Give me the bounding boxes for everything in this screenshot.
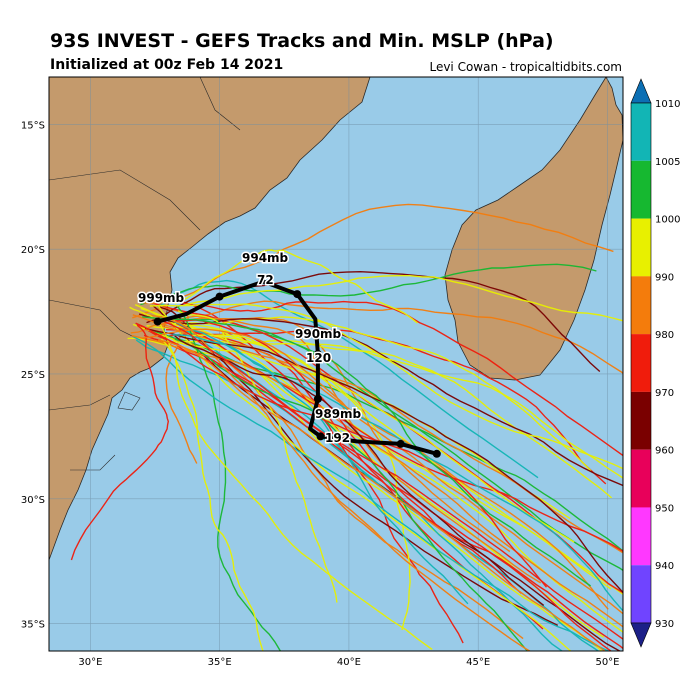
lat-tick-label: 15°S: [21, 120, 45, 131]
ensemble-member-track: [132, 335, 611, 651]
mean-track-point: [313, 394, 322, 403]
madagascar-land: [444, 77, 623, 381]
ensemble-member-track: [171, 316, 592, 472]
ensemble-member-track: [142, 316, 592, 587]
map-subtitle: Initialized at 00z Feb 14 2021: [50, 57, 284, 73]
ensemble-member-track: [175, 322, 623, 553]
ensemble-member-track: [70, 324, 170, 561]
label-start-pressure: 999mb: [138, 291, 185, 305]
lon-tick-label: 30°E: [78, 657, 102, 668]
mean-track-point: [396, 439, 405, 448]
label-72h-pressure: 994mb: [242, 251, 289, 265]
lat-tick-label: 20°S: [21, 245, 45, 256]
colorbar-segment: [631, 391, 651, 450]
colorbar-bottom-extend: [630, 622, 652, 648]
lon-tick-label: 50°E: [595, 657, 619, 668]
pressure-colorbar: [630, 78, 652, 648]
longitude-tick-labels: 30°E 35°E 40°E 45°E 50°E: [78, 657, 619, 668]
colorbar-label: 960: [655, 446, 674, 457]
ensemble-member-track: [141, 328, 623, 615]
ensemble-member-track: [144, 327, 623, 594]
ensemble-member-track: [157, 339, 606, 651]
ensemble-member-track: [131, 334, 623, 628]
ensemble-member-track: [179, 300, 623, 375]
ensemble-member-track: [184, 275, 623, 322]
latitude-tick-labels: 15°S 20°S 25°S 30°S 35°S: [21, 120, 45, 630]
ensemble-member-track: [160, 338, 264, 651]
map-title: 93S INVEST - GEFS Tracks and Min. MSLP (…: [50, 30, 554, 52]
colorbar-label: 950: [655, 503, 674, 514]
ensemble-member-track: [159, 319, 623, 641]
ensemble-member-track: [174, 249, 418, 324]
ensemble-member-track: [142, 203, 614, 304]
colorbar-segment: [631, 276, 651, 335]
colorbar-segment: [631, 449, 651, 508]
ensemble-member-track: [159, 325, 623, 554]
ensemble-member-track: [174, 338, 529, 651]
mean-track-point: [153, 317, 162, 326]
label-72h-hour: 72: [257, 273, 274, 287]
credit-label: Levi Cowan - tropicaltidbits.com: [429, 60, 622, 74]
colorbar-label: 930: [655, 619, 674, 630]
mean-track-point: [293, 290, 302, 299]
ensemble-member-track: [183, 300, 623, 457]
colorbar-label: 1005: [655, 157, 680, 168]
ensemble-member-track: [143, 334, 613, 651]
mean-track-point: [215, 292, 224, 301]
colorbar-segment: [631, 507, 651, 566]
map-frame: [48, 76, 624, 652]
island-inlet: [117, 391, 141, 411]
lat-tick-label: 25°S: [21, 370, 45, 381]
ensemble-member-track: [165, 329, 607, 485]
ensemble-member-track: [129, 306, 433, 651]
colorbar-label: 1010: [655, 99, 680, 110]
colorbar-segment: [631, 160, 651, 219]
colorbar-label: 970: [655, 388, 674, 399]
colorbar-segment: [631, 103, 651, 161]
ensemble-member-track: [132, 323, 575, 543]
map-area: [49, 77, 623, 651]
colorbar-label: 940: [655, 561, 674, 572]
ensemble-member-track: [149, 303, 623, 470]
ensemble-member-track: [138, 313, 623, 487]
colorbar-labels: 1010 1005 1000 990 980 970 960 950 940 930: [655, 99, 680, 630]
mean-track-points: [153, 290, 441, 458]
lon-tick-label: 45°E: [466, 657, 490, 668]
colorbar-label: 990: [655, 272, 674, 283]
mean-track-point: [432, 449, 441, 458]
ensemble-member-track: [141, 312, 532, 651]
colorbar-segment: [631, 218, 651, 277]
lon-tick-label: 40°E: [337, 657, 361, 668]
label-192h-hour: 192: [325, 431, 350, 445]
ensemble-member-track: [140, 263, 597, 306]
label-120h-pressure: 990mb: [295, 327, 342, 341]
mean-track-point: [313, 350, 322, 358]
ensemble-member-track: [135, 322, 548, 588]
mean-track-point: [316, 432, 325, 441]
ensemble-mean-track: [157, 279, 438, 456]
label-120h-hour: 120: [306, 351, 331, 365]
colorbar-top-extend: [630, 78, 652, 104]
ensemble-member-track: [146, 270, 601, 373]
colorbar-label: 1000: [655, 215, 680, 226]
ensemble-tracks: [70, 203, 623, 651]
label-192h-pressure: 989mb: [315, 407, 362, 421]
ensemble-member-track: [172, 326, 612, 590]
colorbar-segment: [631, 565, 651, 623]
ensemble-member-track: [182, 334, 623, 479]
colorbar-segment: [631, 334, 651, 392]
colorbar-label: 980: [655, 330, 674, 341]
lon-tick-label: 35°E: [208, 657, 232, 668]
ensemble-member-track: [132, 314, 609, 610]
lat-tick-label: 30°S: [21, 495, 45, 506]
border-lines: [49, 77, 241, 471]
lat-tick-label: 35°S: [21, 620, 45, 631]
ensemble-member-track: [156, 279, 539, 479]
